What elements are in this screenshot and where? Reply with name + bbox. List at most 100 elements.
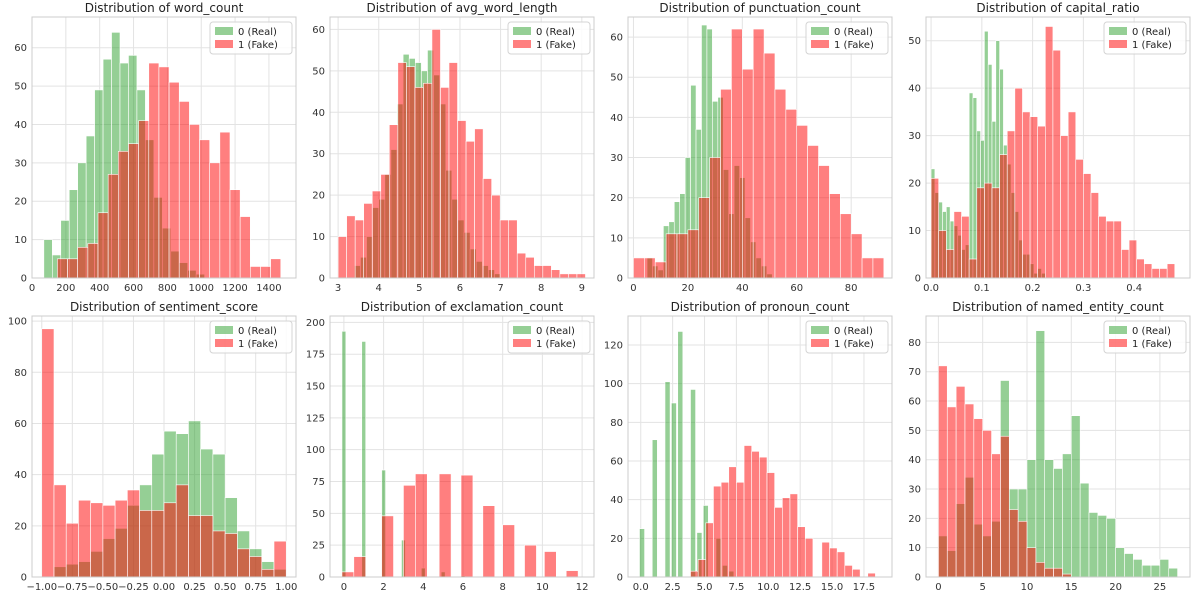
histogram-bar-fake [1128, 239, 1137, 279]
x-tick-label: 8 [500, 582, 506, 593]
x-tick-label: 20 [682, 283, 695, 294]
y-tick-label: 175 [306, 350, 325, 361]
histogram-bar-fake [676, 233, 689, 279]
y-tick-label: 10 [14, 235, 27, 246]
x-tick-label: 800 [158, 283, 177, 294]
legend-swatch [215, 326, 233, 334]
legend: 0 (Real) 1 (Fake) [507, 21, 591, 55]
histogram-bar-fake [752, 28, 765, 279]
histogram-bar-fake [698, 197, 710, 279]
histogram-bar-fake [852, 568, 861, 578]
plot-frame [31, 315, 297, 578]
legend-swatch [215, 40, 233, 48]
y-tick-label: 40 [908, 455, 921, 466]
x-tick-label: −0.75 [57, 582, 88, 593]
histogram-bar-fake [53, 484, 67, 578]
histogram-bar-real [1035, 330, 1046, 578]
x-tick-label: 1.00 [275, 582, 297, 593]
histogram-bar-fake [87, 243, 99, 279]
legend: 0 (Real) 1 (Fake) [805, 320, 889, 354]
histogram-bar-real [671, 402, 677, 578]
histogram-bar-fake [850, 233, 863, 279]
histogram-bar-fake [41, 328, 55, 578]
legend-label: 1 (Fake) [1132, 40, 1172, 51]
y-tick-label: 200 [306, 318, 325, 329]
histogram-bar-fake [102, 505, 116, 578]
histogram-bar-fake [559, 273, 569, 279]
x-tick-label: 0.4 [1126, 283, 1142, 294]
histogram-bar-fake [474, 128, 484, 279]
histogram-bar-fake [1067, 111, 1077, 279]
histogram-bar-fake [381, 515, 394, 578]
histogram-bar-fake [525, 256, 535, 279]
y-tick-label: 40 [610, 495, 623, 506]
histogram-bar-fake [1022, 111, 1031, 279]
histogram-bar-fake [1105, 220, 1115, 279]
y-tick-label: 30 [14, 158, 27, 169]
y-tick-label: 50 [610, 73, 623, 84]
legend-label: 1 (Fake) [238, 40, 278, 51]
histogram-bar-fake [491, 194, 501, 279]
y-tick-label: 40 [14, 120, 27, 131]
histogram-bar-fake [90, 502, 104, 578]
x-tick-label: 20 [1109, 582, 1122, 593]
histogram-bar-real [968, 92, 974, 279]
histogram-bar-fake [1053, 567, 1063, 578]
histogram-bar-fake [829, 193, 841, 279]
x-tick-label: 80 [845, 283, 858, 294]
x-tick-label: 2.5 [665, 582, 681, 593]
y-tick-label: 80 [14, 368, 27, 379]
histogram-bar-fake [423, 82, 433, 279]
y-tick-label: 80 [908, 338, 921, 349]
histogram-bar-real [1115, 547, 1125, 578]
histogram-bar-fake [128, 143, 139, 279]
histogram-bar-fake [731, 28, 743, 279]
histogram-bar-fake [482, 505, 496, 578]
histogram-bar-fake [270, 258, 282, 279]
histogram-bar-fake [1037, 125, 1046, 279]
y-tick-label: 50 [908, 426, 921, 437]
y-tick-label: 30 [908, 485, 921, 496]
y-tick-label: 30 [312, 149, 325, 160]
x-tick-label: 40 [736, 283, 749, 294]
histogram-bar-real [1044, 459, 1054, 578]
histogram-bar-fake [705, 522, 714, 578]
x-tick-label: 0.0 [923, 283, 939, 294]
histogram-bar-fake [774, 507, 783, 578]
x-tick-label: 5 [416, 283, 422, 294]
legend-label: 0 (Real) [238, 326, 277, 337]
histogram-bar-fake [97, 212, 109, 279]
legend-label: 1 (Fake) [1132, 339, 1172, 350]
histogram-bar-real [1097, 515, 1108, 578]
x-tick-label: 15 [1065, 582, 1078, 593]
legend-label: 0 (Real) [536, 326, 575, 337]
histogram-bar-fake [114, 499, 128, 578]
x-tick-label: 6 [457, 283, 463, 294]
y-tick-label: 20 [610, 534, 623, 545]
y-tick-label: 120 [604, 341, 623, 352]
legend-swatch [1109, 27, 1127, 35]
histogram-bar-fake [743, 445, 753, 578]
chart-title: Distribution of pronoun_count [671, 300, 850, 314]
x-tick-label: 0.00 [153, 582, 175, 593]
histogram-bar-fake [938, 230, 947, 279]
y-tick-label: 50 [312, 509, 325, 520]
y-tick-label: 60 [610, 33, 623, 44]
histogram-bar-fake [763, 52, 776, 279]
legend-label: 0 (Real) [834, 27, 873, 38]
histogram-bar-fake [1014, 87, 1023, 279]
histogram-bar-fake [984, 182, 993, 279]
histogram-bar-fake [440, 87, 450, 279]
histogram-bar-fake [867, 572, 876, 578]
y-tick-label: 50 [312, 66, 325, 77]
chart-panel-5: −1.00 −0.75 −0.50 −0.25 0.00 0.25 0.50 0.75 1.00… [8, 300, 297, 593]
x-tick-label: 1400 [256, 283, 281, 294]
histogram-bar-fake [237, 548, 250, 578]
y-tick-label: 10 [908, 543, 921, 554]
histogram-bar-fake [403, 485, 416, 578]
y-tick-label: 0 [319, 573, 325, 584]
histogram-bar-fake [576, 273, 586, 279]
plot-frame [925, 315, 1191, 578]
y-tick-label: 0 [21, 573, 27, 584]
